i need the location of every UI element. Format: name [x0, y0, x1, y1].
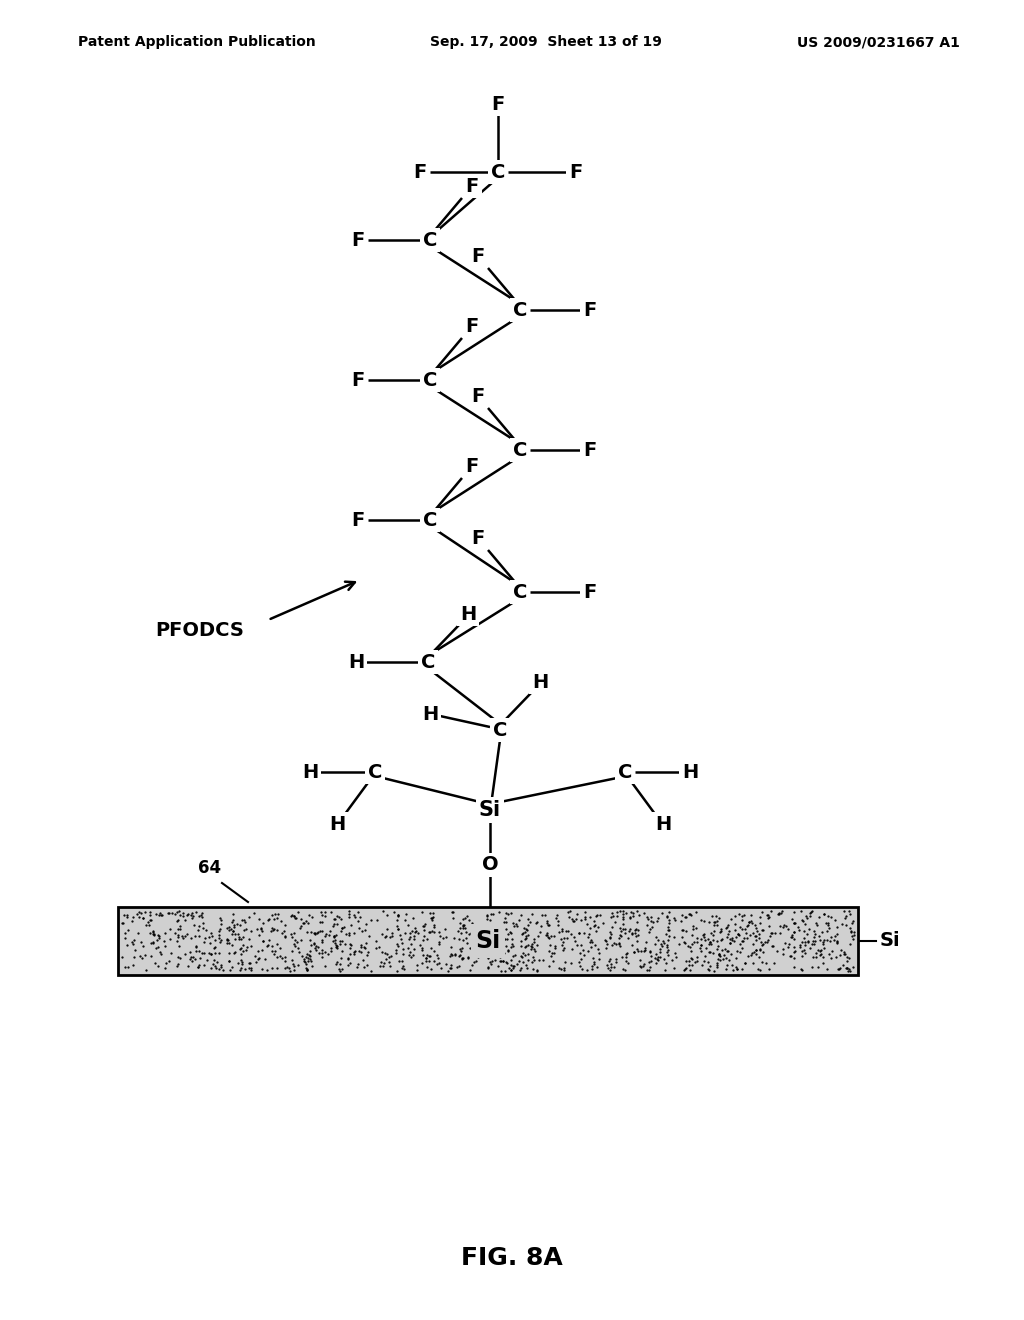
Text: H: H [655, 814, 671, 833]
Text: H: H [531, 672, 548, 692]
Text: F: F [471, 247, 484, 265]
Text: C: C [423, 371, 437, 389]
Text: F: F [471, 387, 484, 405]
Text: F: F [465, 177, 478, 195]
Text: F: F [465, 317, 478, 335]
Text: Si: Si [475, 929, 501, 953]
Text: FIG. 8A: FIG. 8A [461, 1246, 563, 1270]
Text: C: C [423, 511, 437, 529]
Text: H: H [348, 652, 365, 672]
Text: F: F [471, 528, 484, 548]
Text: US 2009/0231667 A1: US 2009/0231667 A1 [797, 36, 961, 49]
Text: C: C [368, 763, 382, 781]
Text: F: F [465, 457, 478, 475]
Text: F: F [351, 231, 365, 249]
Text: H: H [422, 705, 438, 723]
Text: C: C [513, 301, 527, 319]
Text: F: F [492, 95, 505, 114]
Text: F: F [584, 301, 597, 319]
Text: C: C [617, 763, 632, 781]
Text: F: F [584, 582, 597, 602]
Text: O: O [481, 855, 499, 874]
Text: Sep. 17, 2009  Sheet 13 of 19: Sep. 17, 2009 Sheet 13 of 19 [430, 36, 662, 49]
Text: H: H [329, 814, 345, 833]
Text: C: C [490, 162, 505, 181]
Text: F: F [351, 371, 365, 389]
Text: F: F [584, 441, 597, 459]
Text: F: F [414, 162, 427, 181]
Text: C: C [493, 721, 507, 739]
Text: C: C [423, 231, 437, 249]
Text: H: H [460, 605, 476, 623]
Bar [118, 907, 858, 975]
Text: Patent Application Publication: Patent Application Publication [78, 36, 315, 49]
Text: Si: Si [479, 800, 501, 820]
Text: C: C [513, 582, 527, 602]
Text: H: H [682, 763, 698, 781]
Text: 64: 64 [199, 859, 221, 876]
Text: Si: Si [880, 932, 901, 950]
Text: C: C [513, 441, 527, 459]
Text: C: C [421, 652, 435, 672]
Text: F: F [569, 162, 583, 181]
Text: F: F [351, 511, 365, 529]
Text: PFODCS: PFODCS [155, 620, 244, 639]
Text: H: H [302, 763, 318, 781]
